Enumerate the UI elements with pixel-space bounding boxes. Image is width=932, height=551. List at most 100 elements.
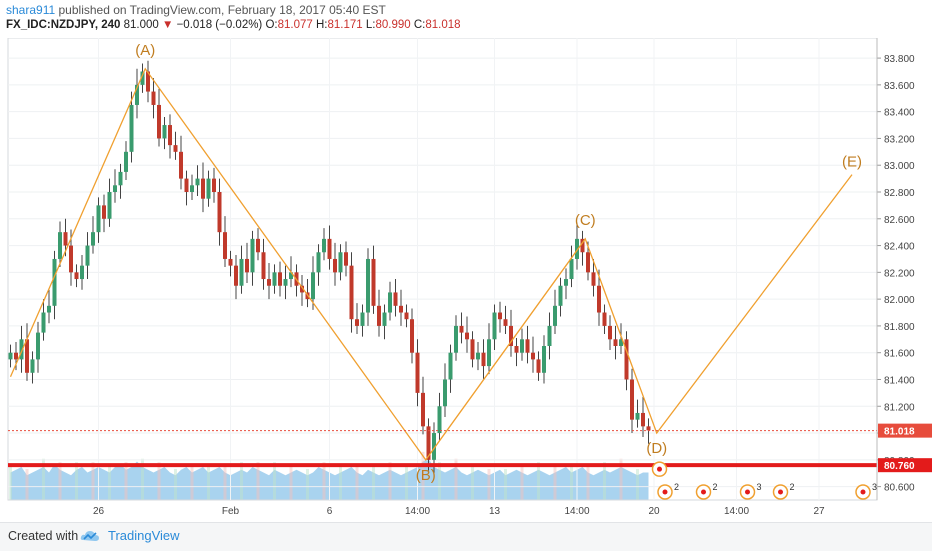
wave-path bbox=[9, 67, 853, 461]
candle-body bbox=[619, 339, 623, 346]
candles bbox=[8, 60, 651, 474]
candle-body bbox=[212, 178, 216, 192]
candle-body bbox=[388, 292, 392, 313]
symbol-name: FX_IDC:NZDJPY, 240 bbox=[6, 19, 121, 31]
candle-body bbox=[426, 426, 431, 460]
volume-bar bbox=[388, 462, 392, 500]
candle-body bbox=[591, 272, 596, 286]
candle-body bbox=[58, 232, 62, 259]
candle-body bbox=[206, 178, 211, 199]
candle-body bbox=[498, 312, 502, 320]
price-change: −0.018 (−0.02%) bbox=[176, 19, 263, 31]
wave-label: (A) bbox=[135, 42, 155, 59]
candle-body bbox=[481, 352, 486, 367]
candle-body bbox=[608, 325, 612, 340]
publish-info: shara911 published on TradingView.com, F… bbox=[6, 3, 386, 17]
candle-body bbox=[503, 319, 508, 326]
close-label: C: bbox=[413, 19, 426, 31]
candle-body bbox=[465, 332, 469, 340]
candle-body bbox=[261, 252, 266, 280]
support-line[interactable] bbox=[8, 430, 877, 468]
candle-body bbox=[179, 151, 183, 179]
event-dot-icon bbox=[662, 489, 668, 495]
candle-body bbox=[564, 279, 568, 286]
candle-body bbox=[140, 71, 145, 85]
tradingview-brand[interactable]: TradingView bbox=[108, 528, 180, 543]
candle-body bbox=[47, 305, 51, 313]
volume-bar bbox=[322, 462, 326, 500]
candle-body bbox=[415, 352, 420, 393]
volume-bar bbox=[636, 469, 639, 500]
price-chart[interactable]: (A) (B) (C) (D) (E) 83.800 83.600 83.400 83.200… bbox=[0, 38, 932, 522]
wave-label: (B) bbox=[416, 467, 436, 484]
candle-body bbox=[635, 412, 640, 420]
candle-body bbox=[239, 258, 244, 286]
volume-bar bbox=[570, 465, 573, 500]
y-tick-label: 81.600 bbox=[884, 349, 915, 360]
y-tick-label: 82.000 bbox=[884, 295, 915, 306]
candle-body bbox=[278, 272, 282, 286]
volume-bar bbox=[339, 465, 342, 500]
candle-body bbox=[421, 392, 425, 427]
candle-body bbox=[74, 272, 79, 280]
volume-bar bbox=[108, 465, 111, 500]
candle-body bbox=[602, 312, 607, 326]
down-arrow-icon: ▼ bbox=[162, 19, 174, 31]
low-value: 80.990 bbox=[375, 19, 411, 31]
volume-bar bbox=[42, 458, 45, 500]
candle-body bbox=[443, 379, 447, 407]
candle-body bbox=[223, 232, 227, 259]
candle-body bbox=[492, 312, 497, 340]
x-tick-label: 14:00 bbox=[405, 506, 430, 517]
candle-body bbox=[80, 265, 84, 280]
candle-body bbox=[487, 339, 491, 367]
x-tick-label: 14:00 bbox=[724, 506, 749, 517]
y-tick-label: 81.800 bbox=[884, 322, 915, 333]
x-tick-label: 6 bbox=[327, 506, 333, 517]
candle-body bbox=[338, 252, 343, 273]
candle-body bbox=[41, 312, 46, 333]
volume-layer bbox=[9, 451, 649, 500]
volume-bar bbox=[504, 469, 507, 500]
created-with-text: Created with bbox=[8, 529, 79, 543]
candle-body bbox=[316, 252, 321, 273]
candle-body bbox=[454, 325, 458, 353]
candle-body bbox=[311, 272, 315, 300]
candle-body bbox=[410, 319, 414, 353]
candle-body bbox=[184, 178, 189, 192]
candle-body bbox=[151, 91, 156, 105]
candle-body bbox=[228, 258, 233, 266]
candle-body bbox=[432, 433, 436, 460]
support-tag bbox=[878, 458, 932, 473]
candle-body bbox=[113, 185, 117, 192]
time-axis[interactable]: 26 Feb 6 14:00 13 14:00 20 14:00 27 bbox=[93, 506, 825, 517]
author-link[interactable]: shara911 bbox=[6, 3, 56, 17]
y-tick-label: 83.400 bbox=[884, 108, 915, 119]
last-price-tag bbox=[878, 423, 932, 438]
candle-body bbox=[91, 232, 95, 246]
volume-bar bbox=[619, 458, 623, 500]
plot-frame bbox=[7, 38, 878, 501]
tradingview-cloud-icon[interactable] bbox=[80, 529, 100, 543]
event-markers[interactable]: 2 2 3 2 3 bbox=[651, 461, 878, 500]
candle-body bbox=[36, 332, 40, 360]
volume-bar bbox=[25, 469, 29, 500]
wave-pattern[interactable]: (A) (B) (C) (D) (E) bbox=[9, 42, 863, 484]
volume-bar bbox=[586, 465, 590, 500]
volume-bar bbox=[405, 465, 408, 500]
y-tick-label: 82.200 bbox=[884, 268, 915, 279]
candle-body bbox=[382, 312, 387, 326]
y-tick-label: 82.600 bbox=[884, 215, 915, 226]
candle-body bbox=[217, 192, 222, 233]
price-axis[interactable]: 83.800 83.600 83.400 83.200 83.000 82.800 82.6… bbox=[876, 38, 932, 500]
high-value: 81.171 bbox=[327, 19, 363, 31]
candle-body bbox=[509, 325, 513, 346]
candle-body bbox=[360, 312, 365, 326]
candle-body bbox=[393, 292, 398, 306]
y-tick-label: 80.600 bbox=[884, 483, 915, 494]
volume-bar bbox=[207, 465, 210, 500]
candle-body bbox=[558, 285, 563, 306]
volume-bar bbox=[306, 469, 309, 500]
candle-body bbox=[168, 125, 172, 146]
x-tick-label: 14:00 bbox=[564, 506, 589, 517]
